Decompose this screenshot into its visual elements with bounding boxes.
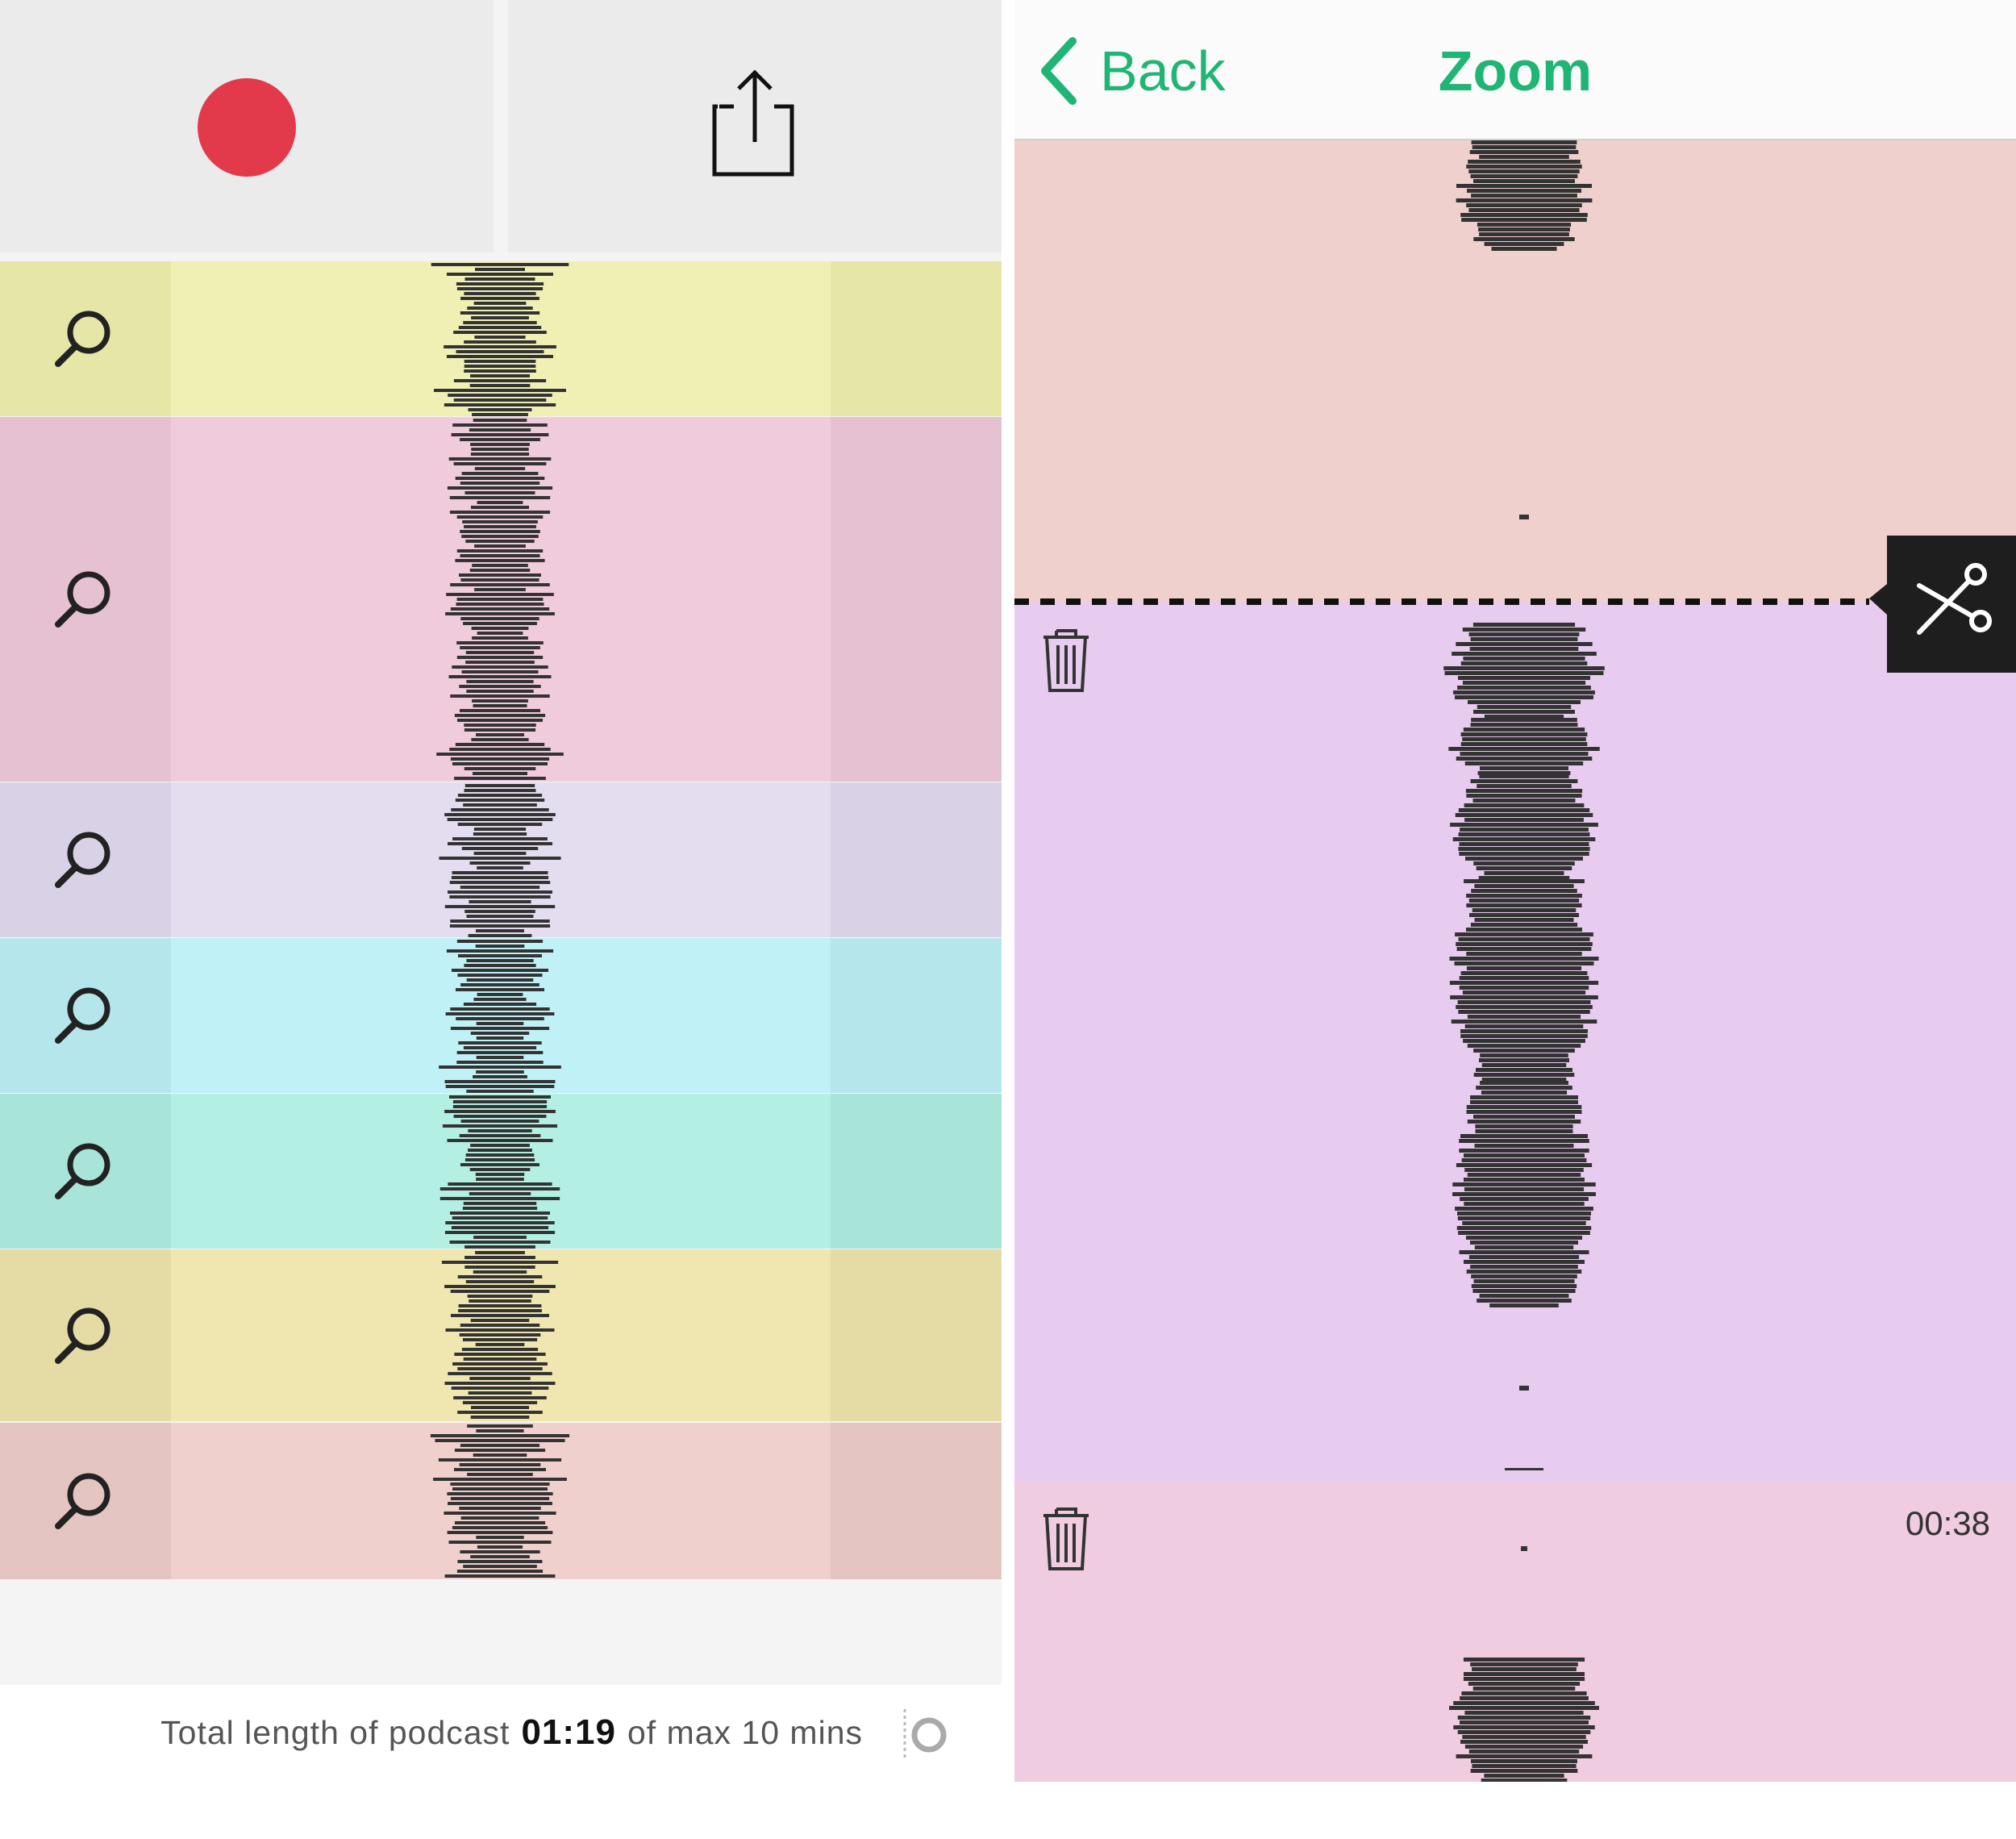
search-icon[interactable] xyxy=(47,823,121,897)
clip-reorder-area[interactable] xyxy=(831,1249,1002,1421)
share-button[interactable] xyxy=(508,0,1002,252)
clip-zoom-area[interactable] xyxy=(0,938,171,1093)
search-icon[interactable] xyxy=(47,978,121,1053)
share-icon xyxy=(712,69,794,177)
length-suffix: of max 10 mins xyxy=(627,1714,863,1751)
clip-waveform xyxy=(439,940,561,1093)
clip-waveform xyxy=(436,419,564,780)
search-icon[interactable] xyxy=(47,302,121,376)
clip-reorder-area[interactable] xyxy=(831,1423,1002,1579)
record-button[interactable] xyxy=(0,0,494,252)
clip-row[interactable] xyxy=(0,938,1002,1093)
status-footer: Total length of podcast 01:19 of max 10 mi… xyxy=(0,1685,1002,1782)
clip-zoom-area[interactable] xyxy=(0,1249,171,1421)
clip-row[interactable] xyxy=(0,417,1002,782)
clip-zoom-area[interactable] xyxy=(0,1423,171,1579)
clip-waveform xyxy=(430,1424,570,1578)
level-meter-icon xyxy=(903,1709,947,1758)
clip-reorder-area[interactable] xyxy=(831,417,1002,782)
trash-icon[interactable] xyxy=(1040,624,1092,695)
clip-row[interactable] xyxy=(0,782,1002,937)
clip-zoom-area[interactable] xyxy=(0,261,171,416)
back-button[interactable]: Back xyxy=(1039,31,1226,111)
clip-reorder-area[interactable] xyxy=(831,782,1002,937)
clip-row[interactable] xyxy=(0,1423,1002,1579)
total-length: 01:19 xyxy=(521,1712,616,1752)
clip-row[interactable] xyxy=(0,261,1002,416)
podcast-length-text: Total length of podcast 01:19 of max 10 mi… xyxy=(0,1712,863,1753)
cut-line xyxy=(1014,598,1869,605)
clip-row[interactable] xyxy=(0,1249,1002,1421)
length-prefix: Total length of podcast xyxy=(160,1714,510,1751)
search-icon[interactable] xyxy=(47,1464,121,1538)
zoom-waveform xyxy=(1443,140,1605,1782)
zoom-screen: Back Zoom 00:38 xyxy=(1014,0,2016,1782)
trash-icon[interactable] xyxy=(1040,1503,1092,1574)
clip-reorder-area[interactable] xyxy=(831,261,1002,416)
clip-waveform xyxy=(431,263,569,416)
search-icon[interactable] xyxy=(47,562,121,636)
record-icon xyxy=(198,78,296,177)
scissors-icon xyxy=(1869,536,2016,673)
clip-waveform xyxy=(439,784,561,937)
cut-button[interactable] xyxy=(1869,536,2016,673)
clip-zoom-area[interactable] xyxy=(0,417,171,782)
chevron-left-icon xyxy=(1041,37,1077,105)
clip-reorder-area[interactable] xyxy=(831,1094,1002,1249)
clip-zoom-area[interactable] xyxy=(0,1094,171,1249)
nav-bar: Back Zoom xyxy=(1014,0,2016,140)
clip-reorder-area[interactable] xyxy=(831,938,1002,1093)
page-title: Zoom xyxy=(1438,40,1593,102)
zoom-segment-top xyxy=(1014,140,2016,602)
search-icon[interactable] xyxy=(47,1299,121,1373)
clip-row[interactable] xyxy=(0,1094,1002,1249)
back-label: Back xyxy=(1100,40,1226,102)
search-icon[interactable] xyxy=(47,1134,121,1208)
clip-list-screen: Total length of podcast 01:19 of max 10 mi… xyxy=(0,0,1002,1782)
segment-duration: 00:38 xyxy=(1905,1504,1990,1542)
clip-zoom-area[interactable] xyxy=(0,782,171,937)
clip-waveform xyxy=(441,1251,559,1419)
clip-waveform xyxy=(439,1095,560,1249)
